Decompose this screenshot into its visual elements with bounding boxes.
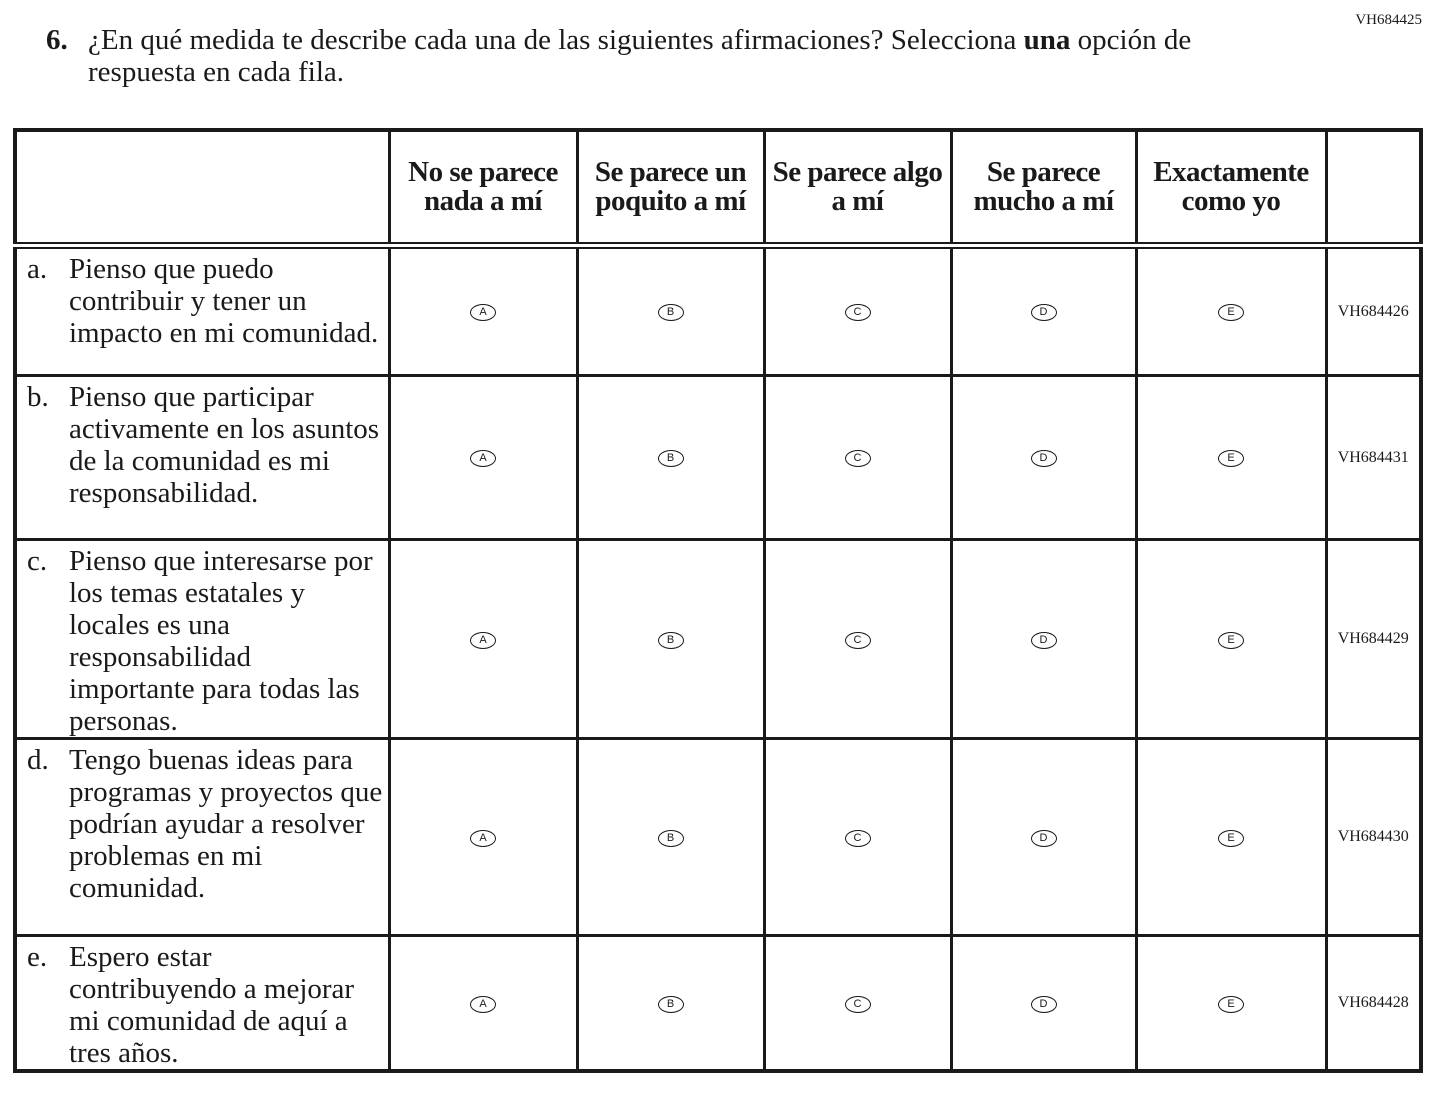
- question-text-part: opción de respuesta en cada fila.: [88, 24, 1192, 88]
- option-cell: E: [1134, 244, 1328, 377]
- table-row: b. Pienso que participar activamente en l…: [13, 374, 1423, 541]
- column-header: No se parece nada a mí: [387, 128, 579, 249]
- option-cell: A: [387, 934, 579, 1073]
- answer-bubble-d[interactable]: D: [1030, 995, 1057, 1013]
- statement-cell: b. Pienso que participar activamente en l…: [13, 374, 391, 541]
- header-row: No se parece nada a mí Se parece un poqu…: [13, 128, 1423, 249]
- answer-bubble-c[interactable]: C: [844, 304, 871, 321]
- option-cell: B: [575, 934, 766, 1073]
- item-code: VH684429: [1324, 538, 1423, 740]
- item-code: VH684430: [1324, 737, 1423, 937]
- option-cell: A: [387, 737, 579, 937]
- table-row: a. Pienso que puedo contribuir y tener un…: [13, 244, 1423, 377]
- statement-label: b.: [27, 381, 49, 413]
- answer-bubble-c[interactable]: C: [844, 450, 871, 467]
- option-cell: E: [1134, 374, 1328, 541]
- statement-label: a.: [27, 253, 48, 285]
- answer-bubble-b[interactable]: B: [657, 995, 684, 1013]
- statement-label: c.: [27, 545, 48, 577]
- question-text: ¿En qué medida te describe cada una de l…: [88, 24, 1268, 88]
- statement-text: Pienso que puedo contribuir y tener un i…: [69, 253, 379, 349]
- table-row: c. Pienso que interesarse por los temas e…: [13, 538, 1423, 740]
- answer-bubble-b[interactable]: B: [657, 450, 684, 467]
- statement-label: e.: [27, 941, 48, 973]
- answer-bubble-c[interactable]: C: [844, 631, 871, 649]
- table-row: e. Espero estar contribuyendo a mejorar m…: [13, 934, 1423, 1073]
- question-id: VH684425: [1355, 12, 1422, 28]
- answer-bubble-a[interactable]: A: [470, 995, 496, 1013]
- statement-text: Pienso que participar activamente en los…: [69, 381, 380, 509]
- option-cell: B: [575, 737, 766, 937]
- option-cell: B: [575, 244, 766, 377]
- option-cell: D: [949, 737, 1138, 937]
- statement-cell: a. Pienso que puedo contribuir y tener un…: [13, 244, 391, 377]
- column-header: Se parece mucho a mí: [949, 128, 1138, 249]
- option-cell: C: [762, 737, 953, 937]
- header-blank: [13, 128, 391, 249]
- statement-text: Pienso que interesarse por los temas est…: [69, 545, 373, 737]
- statement-cell: d. Tengo buenas ideas para programas y pr…: [13, 737, 391, 937]
- response-grid: No se parece nada a mí Se parece un poqu…: [13, 128, 1423, 1073]
- answer-bubble-c[interactable]: C: [844, 829, 871, 847]
- option-cell: C: [762, 374, 953, 541]
- answer-bubble-d[interactable]: D: [1030, 450, 1057, 467]
- question-number: 6.: [46, 24, 68, 56]
- answer-bubble-c[interactable]: C: [844, 995, 871, 1013]
- column-header: Exactamente como yo: [1134, 128, 1328, 249]
- answer-bubble-b[interactable]: B: [657, 829, 684, 847]
- option-cell: E: [1134, 934, 1328, 1073]
- answer-bubble-a[interactable]: A: [470, 450, 496, 467]
- option-cell: D: [949, 538, 1138, 740]
- option-cell: D: [949, 244, 1138, 377]
- option-cell: E: [1134, 538, 1328, 740]
- option-cell: C: [762, 538, 953, 740]
- statement-text: Tengo buenas ideas para programas y proy…: [69, 744, 383, 904]
- header-blank: [1324, 128, 1423, 249]
- answer-bubble-e[interactable]: E: [1218, 450, 1244, 467]
- option-cell: B: [575, 538, 766, 740]
- item-code: VH684428: [1324, 934, 1423, 1073]
- option-cell: C: [762, 934, 953, 1073]
- statement-text: Espero estar contribuyendo a mejorar mi …: [69, 941, 355, 1069]
- option-cell: A: [387, 244, 579, 377]
- option-cell: A: [387, 538, 579, 740]
- option-cell: B: [575, 374, 766, 541]
- answer-bubble-e[interactable]: E: [1218, 829, 1244, 847]
- table-row: d. Tengo buenas ideas para programas y pr…: [13, 737, 1423, 937]
- answer-bubble-e[interactable]: E: [1218, 631, 1244, 649]
- column-header: Se parece un poquito a mí: [575, 128, 766, 249]
- option-cell: E: [1134, 737, 1328, 937]
- answer-bubble-e[interactable]: E: [1218, 304, 1244, 321]
- answer-bubble-d[interactable]: D: [1030, 829, 1057, 847]
- answer-bubble-a[interactable]: A: [470, 304, 496, 321]
- question-text-part: ¿En qué medida te describe cada una de l…: [88, 24, 1024, 56]
- answer-bubble-e[interactable]: E: [1218, 995, 1244, 1013]
- statement-label: d.: [27, 744, 49, 776]
- answer-bubble-d[interactable]: D: [1030, 304, 1057, 321]
- answer-bubble-b[interactable]: B: [657, 631, 684, 649]
- item-code: VH684426: [1324, 244, 1423, 377]
- option-cell: C: [762, 244, 953, 377]
- statement-cell: c. Pienso que interesarse por los temas e…: [13, 538, 391, 740]
- option-cell: D: [949, 934, 1138, 1073]
- answer-bubble-a[interactable]: A: [470, 829, 496, 847]
- statement-cell: e. Espero estar contribuyendo a mejorar m…: [13, 934, 391, 1073]
- answer-bubble-a[interactable]: A: [470, 631, 496, 649]
- answer-bubble-b[interactable]: B: [657, 304, 684, 321]
- answer-bubble-d[interactable]: D: [1030, 631, 1057, 649]
- column-header: Se parece algo a mí: [762, 128, 953, 249]
- item-code: VH684431: [1324, 374, 1423, 541]
- question-text-emphasis: una: [1023, 24, 1071, 56]
- option-cell: D: [949, 374, 1138, 541]
- option-cell: A: [387, 374, 579, 541]
